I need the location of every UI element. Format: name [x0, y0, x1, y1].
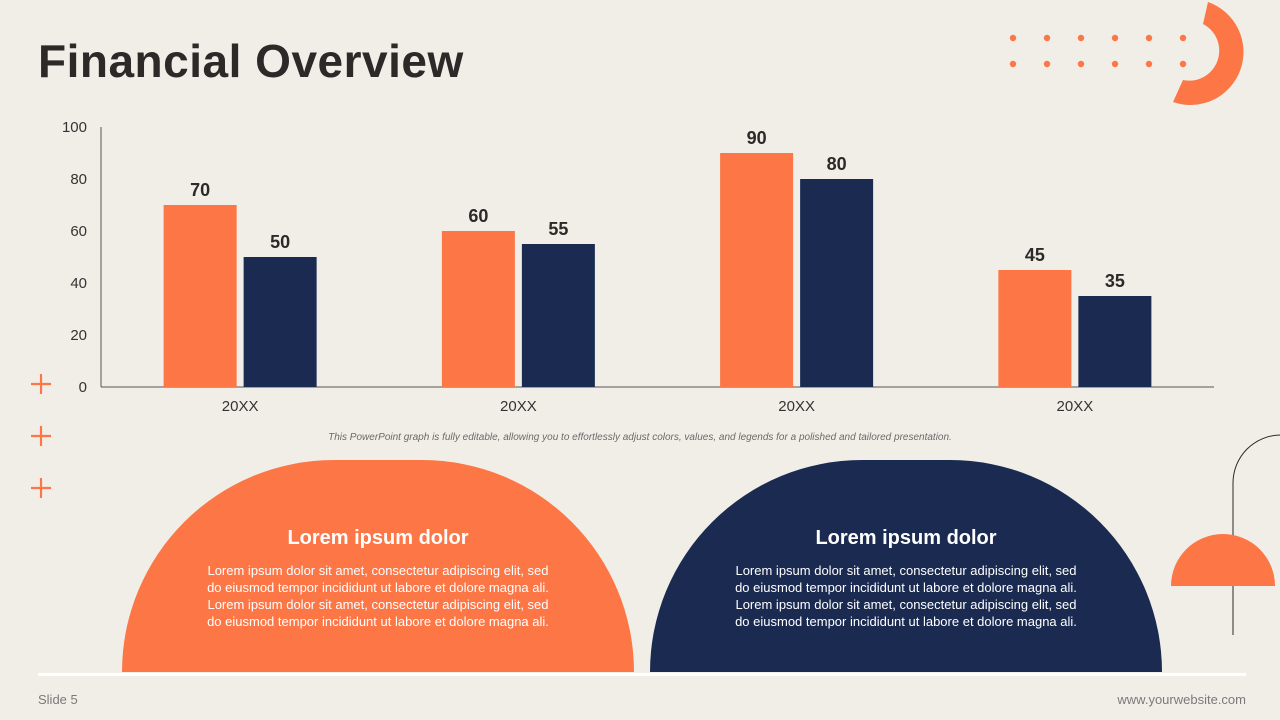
bar [521, 244, 595, 387]
data-label: 80 [827, 154, 847, 174]
x-tick-label: 20XX [778, 398, 815, 415]
y-tick-label: 80 [70, 171, 87, 188]
card-left-heading: Lorem ipsum dolor [287, 527, 469, 549]
card-left-body: Lorem ipsum dolor sit amet, consectetur … [207, 563, 549, 629]
chart-note: This PowerPoint graph is fully editable,… [328, 432, 952, 443]
half-circle-icon [1171, 434, 1280, 635]
card-right-heading: Lorem ipsum dolor [815, 527, 997, 549]
bar [998, 270, 1072, 387]
y-tick-label: 100 [62, 119, 87, 136]
bar [1078, 296, 1152, 387]
data-label: 90 [747, 128, 767, 148]
bar-chart: 0 20 40 60 80 100 20XX 70 50 20XX 60 55 20XX 90 80 20XX… [62, 119, 1214, 415]
bar [720, 153, 794, 387]
card-right: Lorem ipsum dolor Lorem ipsum dolor sit … [650, 460, 1162, 672]
footer-divider [38, 673, 1246, 676]
x-tick-label: 20XX [222, 398, 259, 415]
x-tick-label: 20XX [1057, 398, 1094, 415]
data-label: 35 [1105, 271, 1125, 291]
x-tick-label: 20XX [500, 398, 537, 415]
data-label: 45 [1025, 245, 1045, 265]
y-tick-label: 20 [70, 327, 87, 344]
card-left: Lorem ipsum dolor Lorem ipsum dolor sit … [122, 460, 634, 672]
data-label: 55 [548, 219, 568, 239]
y-tick-label: 40 [70, 275, 87, 292]
slide-number: Slide 5 [38, 692, 78, 707]
card-right-body: Lorem ipsum dolor sit amet, consectetur … [735, 563, 1077, 629]
plus-icon-group [31, 374, 51, 498]
bar [441, 231, 515, 387]
slide-title: Financial Overview [38, 35, 464, 87]
bar [243, 257, 317, 387]
website-url: www.yourwebsite.com [1117, 692, 1246, 707]
bar [800, 179, 874, 387]
data-label: 70 [190, 180, 210, 200]
y-tick-label: 0 [79, 379, 87, 396]
data-label: 60 [468, 206, 488, 226]
bar [163, 205, 237, 387]
data-label: 50 [270, 232, 290, 252]
dot-grid-icon [1009, 34, 1187, 68]
y-tick-label: 60 [70, 223, 87, 240]
half-ring-icon [1173, 2, 1244, 105]
